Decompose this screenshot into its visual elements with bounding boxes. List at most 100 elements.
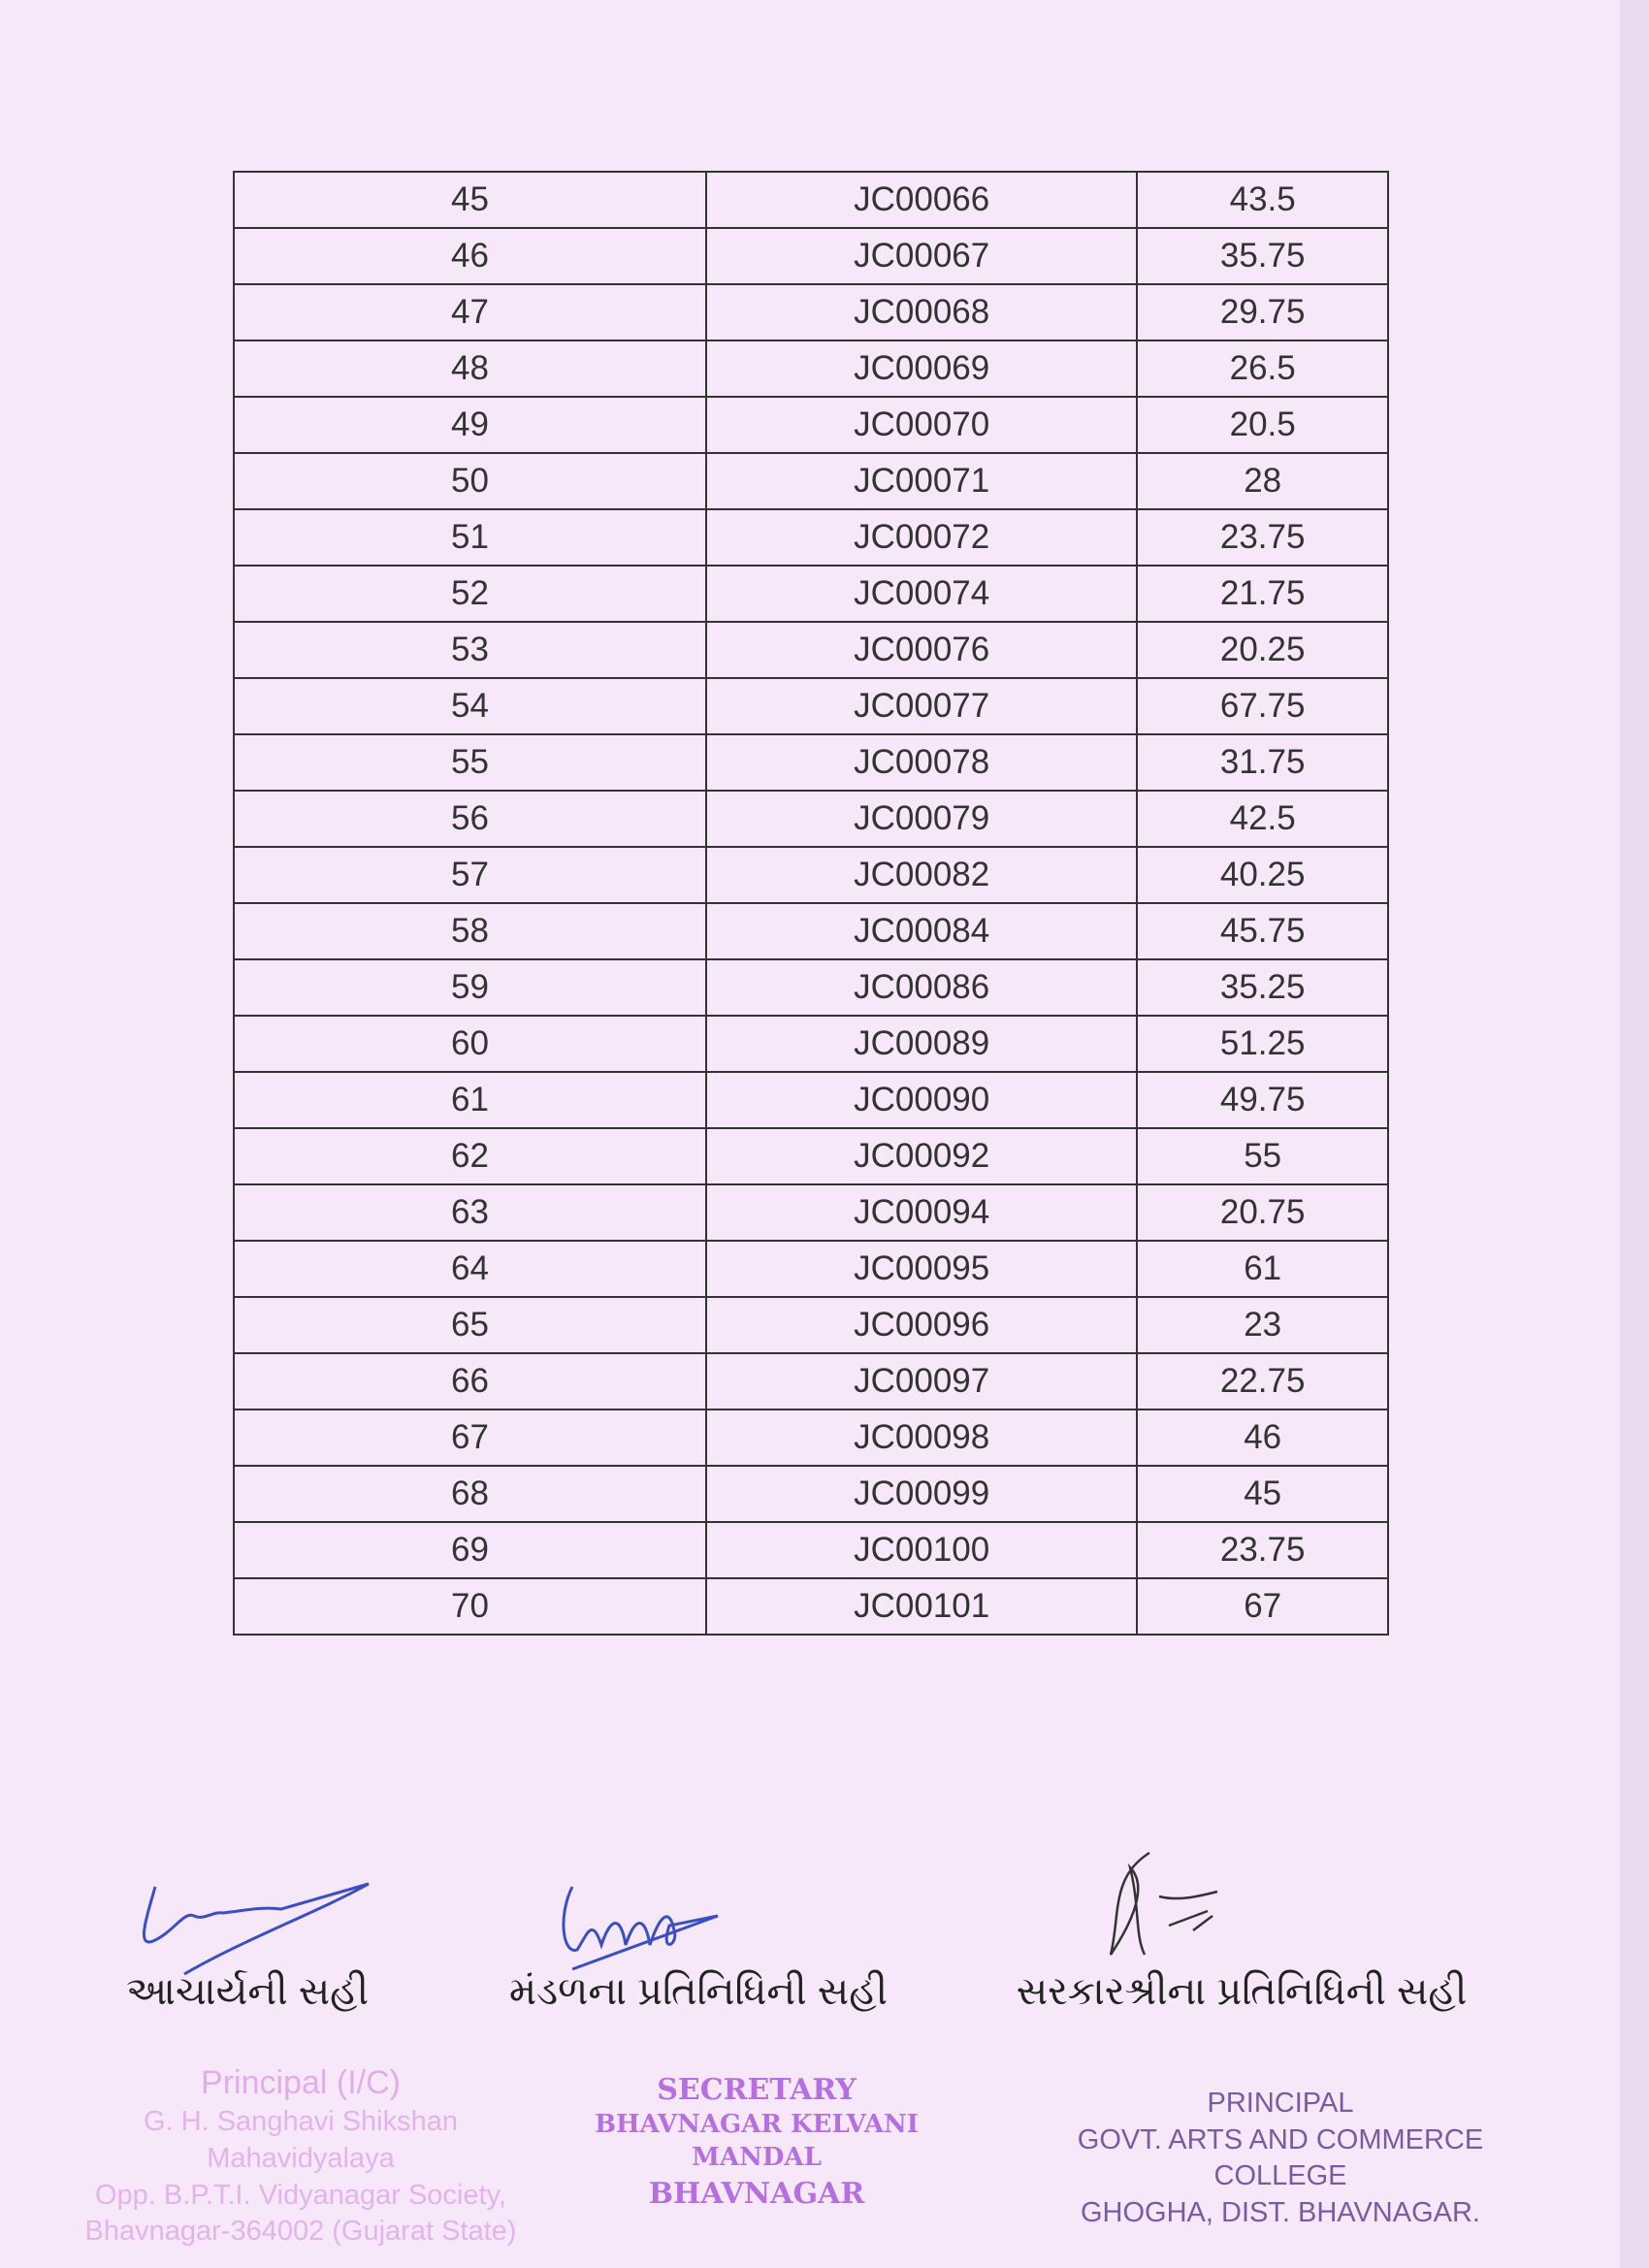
candidate-id-cell: JC00098 bbox=[705, 1409, 1139, 1467]
serial-number-cell: 60 bbox=[232, 1015, 708, 1073]
candidate-id-cell: JC00101 bbox=[705, 1577, 1139, 1636]
serial-number-cell: 56 bbox=[232, 790, 708, 848]
candidate-id-cell: JC00100 bbox=[705, 1521, 1139, 1579]
candidate-id-cell: JC00097 bbox=[705, 1352, 1139, 1410]
table-row: 48 JC00069 26.5 bbox=[232, 340, 1389, 398]
stamp-title: Principal (I/C) bbox=[201, 2064, 401, 2101]
stamp-line: Opp. B.P.T.I. Vidyanagar Society, bbox=[95, 2179, 506, 2211]
table-row: 50 JC00071 28 bbox=[232, 452, 1389, 510]
table-row: 60 JC00089 51.25 bbox=[232, 1015, 1389, 1073]
marks-cell: 42.5 bbox=[1136, 790, 1389, 848]
candidate-id-cell: JC00068 bbox=[705, 283, 1139, 341]
marks-cell: 31.75 bbox=[1136, 733, 1389, 792]
serial-number-cell: 45 bbox=[232, 171, 708, 229]
candidate-id-cell: JC00079 bbox=[705, 790, 1139, 848]
table-row: 47 JC00068 29.75 bbox=[232, 283, 1389, 341]
table-row: 49 JC00070 20.5 bbox=[232, 396, 1389, 454]
stamp-line: BHAVNAGAR bbox=[648, 2176, 865, 2211]
stamp-line: Bhavnagar-364002 (Gujarat State) bbox=[84, 2216, 517, 2248]
candidate-id-cell: JC00078 bbox=[705, 733, 1139, 792]
marks-cell: 23 bbox=[1136, 1296, 1389, 1354]
table-row: 61 JC00090 49.75 bbox=[232, 1071, 1389, 1129]
table-row: 59 JC00086 35.25 bbox=[232, 958, 1389, 1017]
table-row: 46 JC00067 35.75 bbox=[232, 227, 1389, 285]
stamp-title: PRINCIPAL bbox=[1207, 2088, 1354, 2119]
marks-cell: 49.75 bbox=[1136, 1071, 1389, 1129]
table-row: 63 JC00094 20.75 bbox=[232, 1183, 1389, 1242]
stamp-line: G. H. Sanghavi Shikshan Mahavidyalaya bbox=[143, 2106, 458, 2174]
page-edge bbox=[1620, 0, 1649, 2268]
serial-number-cell: 53 bbox=[232, 621, 708, 679]
principal-stamp: Principal (I/C) G. H. Sanghavi Shikshan … bbox=[68, 2061, 534, 2251]
marks-cell: 40.25 bbox=[1136, 846, 1389, 904]
table-row: 58 JC00084 45.75 bbox=[232, 902, 1389, 960]
government-signature-label: સરકારશ્રીના પ્રતિનિધિની સહી bbox=[1016, 1970, 1468, 2013]
serial-number-cell: 49 bbox=[232, 396, 708, 454]
candidate-id-cell: JC00096 bbox=[705, 1296, 1139, 1354]
marks-cell: 43.5 bbox=[1136, 171, 1389, 229]
serial-number-cell: 69 bbox=[232, 1521, 708, 1579]
marks-cell: 20.75 bbox=[1136, 1183, 1389, 1242]
candidate-id-cell: JC00069 bbox=[705, 340, 1139, 398]
marks-cell: 22.75 bbox=[1136, 1352, 1389, 1410]
marks-cell: 51.25 bbox=[1136, 1015, 1389, 1073]
stamp-line: GHOGHA, DIST. BHAVNAGAR. bbox=[1081, 2197, 1480, 2229]
marks-cell: 23.75 bbox=[1136, 508, 1389, 567]
candidate-id-cell: JC00077 bbox=[705, 677, 1139, 735]
candidate-id-cell: JC00094 bbox=[705, 1183, 1139, 1242]
table-row: 56 JC00079 42.5 bbox=[232, 790, 1389, 848]
marks-cell: 67.75 bbox=[1136, 677, 1389, 735]
government-signature bbox=[1109, 1851, 1218, 1956]
candidate-id-cell: JC00092 bbox=[705, 1127, 1139, 1185]
table-row: 70 JC00101 67 bbox=[232, 1577, 1389, 1636]
serial-number-cell: 63 bbox=[232, 1183, 708, 1242]
principal-signature bbox=[142, 1882, 370, 1976]
candidate-id-cell: JC00090 bbox=[705, 1071, 1139, 1129]
candidate-id-cell: JC00086 bbox=[705, 958, 1139, 1017]
serial-number-cell: 67 bbox=[232, 1409, 708, 1467]
stamp-title: SECRETARY bbox=[657, 2073, 857, 2107]
table-row: 45 JC00066 43.5 bbox=[232, 171, 1389, 229]
marks-cell: 35.25 bbox=[1136, 958, 1389, 1017]
marks-cell: 23.75 bbox=[1136, 1521, 1389, 1579]
candidate-id-cell: JC00072 bbox=[705, 508, 1139, 567]
table-row: 66 JC00097 22.75 bbox=[232, 1352, 1389, 1410]
serial-number-cell: 64 bbox=[232, 1240, 708, 1298]
marks-cell: 55 bbox=[1136, 1127, 1389, 1185]
mandal-signature-label: મંડળના પ્રતિનિધિની સહી bbox=[508, 1970, 889, 2013]
serial-number-cell: 57 bbox=[232, 846, 708, 904]
marks-table: 45 JC00066 43.5 46 JC00067 35.75 47 JC00068 29.7… bbox=[232, 171, 1389, 1636]
serial-number-cell: 50 bbox=[232, 452, 708, 510]
candidate-id-cell: JC00067 bbox=[705, 227, 1139, 285]
serial-number-cell: 58 bbox=[232, 902, 708, 960]
marks-cell: 45 bbox=[1136, 1465, 1389, 1523]
candidate-id-cell: JC00071 bbox=[705, 452, 1139, 510]
table-row: 53 JC00076 20.25 bbox=[232, 621, 1389, 679]
table-row: 69 JC00100 23.75 bbox=[232, 1521, 1389, 1579]
marks-cell: 61 bbox=[1136, 1240, 1389, 1298]
candidate-id-cell: JC00099 bbox=[705, 1465, 1139, 1523]
serial-number-cell: 51 bbox=[232, 508, 708, 567]
serial-number-cell: 61 bbox=[232, 1071, 708, 1129]
table-row: 62 JC00092 55 bbox=[232, 1127, 1389, 1185]
principal-signature-label: આચાર્યની સહી bbox=[125, 1970, 370, 2013]
marks-cell: 35.75 bbox=[1136, 227, 1389, 285]
candidate-id-cell: JC00095 bbox=[705, 1240, 1139, 1298]
serial-number-cell: 52 bbox=[232, 565, 708, 623]
serial-number-cell: 48 bbox=[232, 340, 708, 398]
marks-cell: 20.25 bbox=[1136, 621, 1389, 679]
marks-cell: 20.5 bbox=[1136, 396, 1389, 454]
serial-number-cell: 46 bbox=[232, 227, 708, 285]
table-row: 57 JC00082 40.25 bbox=[232, 846, 1389, 904]
govt-principal-stamp: PRINCIPAL GOVT. ARTS AND COMMERCE COLLEG… bbox=[1048, 2086, 1513, 2232]
stamp-line: BHAVNAGAR KELVANI MANDAL bbox=[595, 2110, 919, 2172]
serial-number-cell: 59 bbox=[232, 958, 708, 1017]
table-row: 54 JC00077 67.75 bbox=[232, 677, 1389, 735]
serial-number-cell: 55 bbox=[232, 733, 708, 792]
table-row: 64 JC00095 61 bbox=[232, 1240, 1389, 1298]
marks-cell: 26.5 bbox=[1136, 340, 1389, 398]
candidate-id-cell: JC00076 bbox=[705, 621, 1139, 679]
table-row: 52 JC00074 21.75 bbox=[232, 565, 1389, 623]
marks-cell: 67 bbox=[1136, 1577, 1389, 1636]
marks-cell: 21.75 bbox=[1136, 565, 1389, 623]
